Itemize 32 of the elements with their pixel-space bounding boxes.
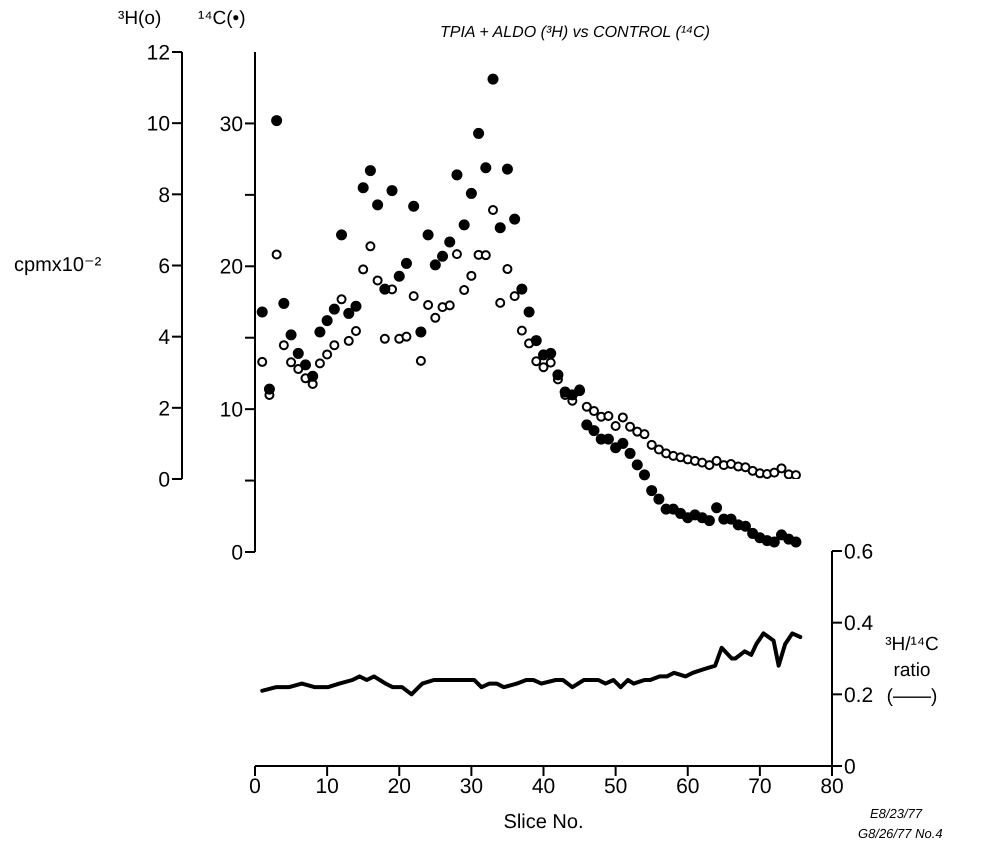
y-tick-label: 20 bbox=[220, 256, 243, 279]
x-tick-label: 20 bbox=[388, 774, 411, 798]
y-axis-title: ³H(o) bbox=[118, 8, 162, 30]
x-tick-label: 10 bbox=[315, 774, 339, 798]
y-tick-label: 0 bbox=[158, 468, 170, 492]
x-axis-title: Slice No. bbox=[503, 811, 584, 833]
line-series bbox=[260, 631, 802, 696]
y-tick-label: 6 bbox=[158, 254, 170, 278]
y-tick-label: 12 bbox=[146, 41, 170, 64]
y-tick-label: 8 bbox=[158, 184, 170, 207]
y-tick-label: 10 bbox=[146, 112, 170, 136]
chart-title: TPIA + ALDO (³H) vs CONTROL (¹⁴C) bbox=[440, 24, 710, 42]
y-tick-label: 30 bbox=[220, 112, 243, 136]
x-tick-label: 30 bbox=[460, 774, 484, 798]
y-tick-label: 4 bbox=[158, 326, 170, 350]
text: G8/26/77 No.4 bbox=[858, 826, 943, 841]
x-tick-label: 0 bbox=[249, 774, 261, 798]
y-tick-label: 0.4 bbox=[844, 612, 874, 636]
x-tick-label: 80 bbox=[820, 774, 844, 798]
y-tick-label: 0.2 bbox=[844, 684, 874, 707]
y-tick-label: 0.6 bbox=[844, 540, 874, 564]
x-tick-label: 50 bbox=[604, 774, 628, 798]
y-tick-label: 10 bbox=[220, 398, 243, 422]
text: cpmx10⁻² bbox=[14, 253, 102, 277]
y-tick-label: 2 bbox=[158, 397, 170, 420]
x-tick-label: 40 bbox=[532, 774, 556, 798]
text: E8/23/77 bbox=[870, 806, 922, 821]
y-axis-title: ¹⁴C(•) bbox=[198, 8, 246, 30]
x-tick-label: 70 bbox=[748, 774, 772, 798]
y-tick-label: 0 bbox=[844, 755, 856, 778]
y-tick-label: 0 bbox=[231, 541, 243, 564]
x-tick-label: 60 bbox=[676, 774, 700, 798]
